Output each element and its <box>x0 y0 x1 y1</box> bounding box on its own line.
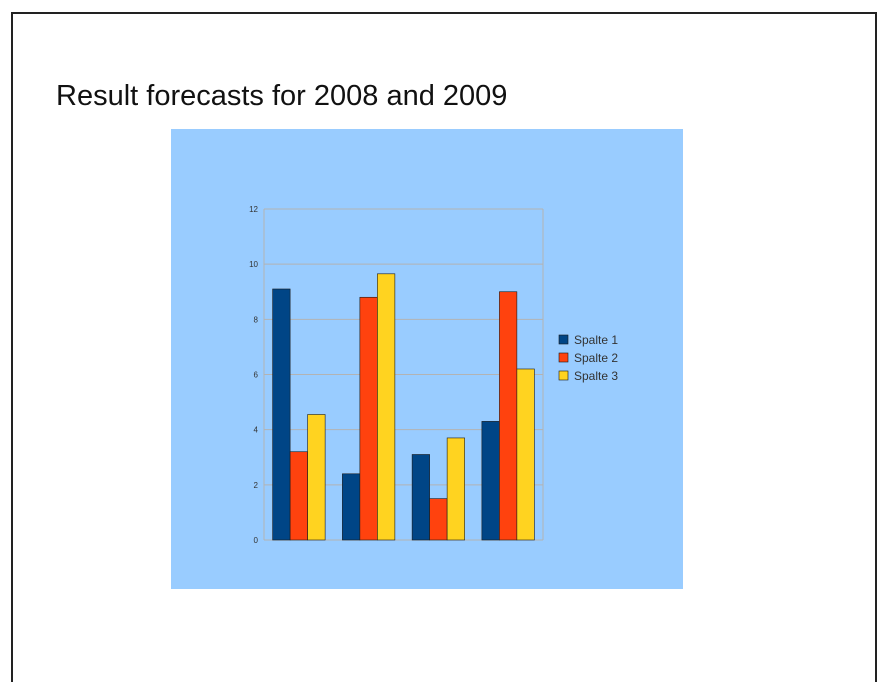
bar-series-1 <box>411 454 430 541</box>
y-tick-label: 0 <box>254 536 259 545</box>
bar-series-2 <box>499 291 518 541</box>
bar-series-3 <box>516 368 535 541</box>
y-tick-label: 6 <box>254 371 259 380</box>
bar-series-1 <box>342 473 361 541</box>
chart-area: 0 2 4 6 8 10 12 Spalte 1 Spalte 2 Spalte 3 <box>171 129 683 589</box>
bar-series-2 <box>359 296 378 541</box>
y-tick-label: 10 <box>249 260 258 269</box>
y-tick-label: 4 <box>254 426 259 435</box>
bar-chart: 0 2 4 6 8 10 12 Spalte 1 Spalte 2 Spalte 3 <box>249 205 618 545</box>
legend-swatch <box>558 370 569 381</box>
legend-label: Spalte 1 <box>574 333 618 347</box>
legend-label: Spalte 2 <box>574 351 618 365</box>
bar-series-3 <box>377 273 396 541</box>
bar-series-3 <box>307 414 326 541</box>
bar-series-2 <box>289 451 308 541</box>
bar-series-3 <box>446 437 465 541</box>
y-tick-label: 2 <box>254 481 259 490</box>
bar-series-1 <box>481 421 500 541</box>
legend-label: Spalte 3 <box>574 369 618 383</box>
legend-swatch <box>558 352 569 363</box>
y-tick-label: 8 <box>254 315 259 324</box>
slide-title: Result forecasts for 2008 and 2009 <box>56 80 508 112</box>
y-tick-label: 12 <box>249 205 258 214</box>
legend-swatch <box>558 334 569 345</box>
bar-series-1 <box>272 288 291 541</box>
bar-series-2 <box>429 498 448 541</box>
